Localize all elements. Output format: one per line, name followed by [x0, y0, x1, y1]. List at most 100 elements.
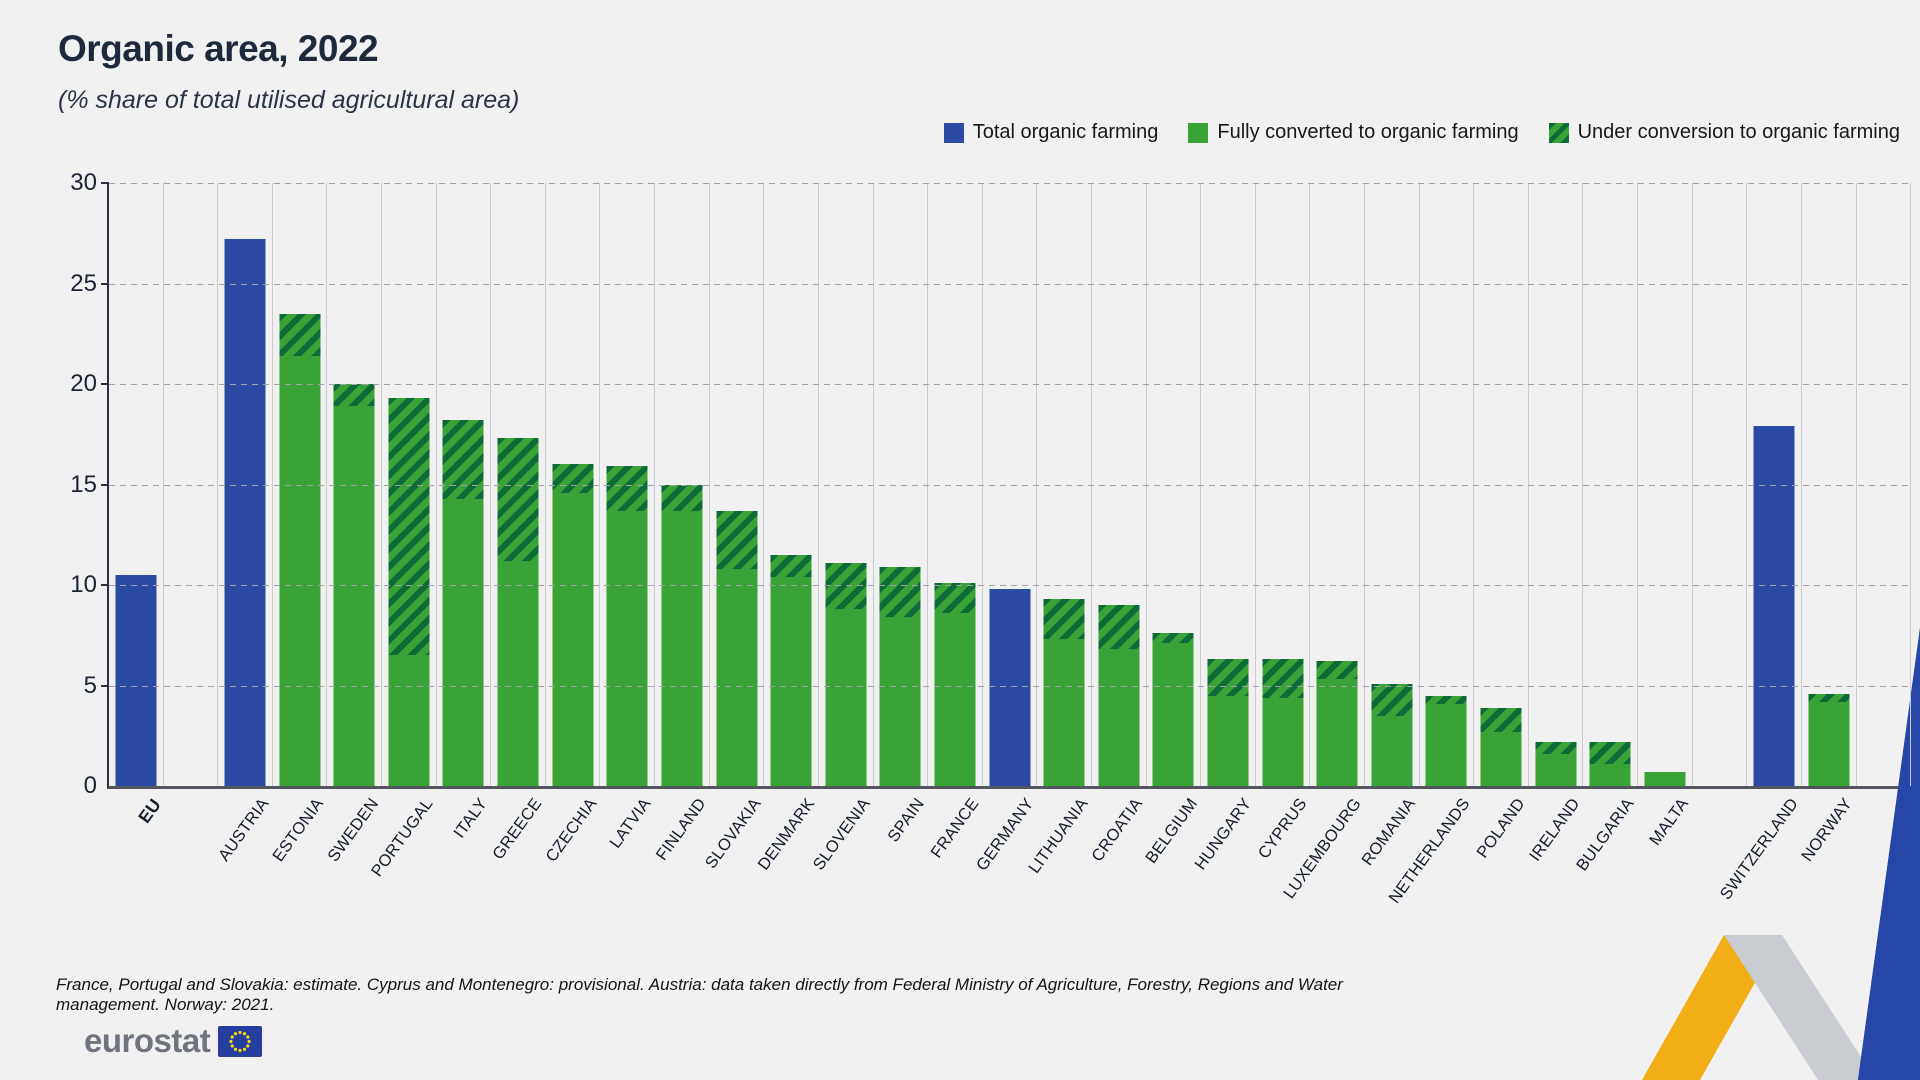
eu-flag-icon — [218, 1025, 263, 1057]
x-axis-label-ireland: IRELAND — [1525, 795, 1584, 865]
bar-bulgaria — [1589, 741, 1631, 786]
legend-item-total: Total organic farming — [943, 121, 1159, 144]
segment-fully-converted — [442, 498, 484, 786]
bar-hungary — [1207, 659, 1249, 786]
legend-label-converted: Fully converted to organic farming — [1217, 121, 1519, 143]
bar-ireland — [1535, 741, 1577, 786]
ribbon-gray-band — [1724, 935, 1876, 1080]
x-axis-label-greece: GREECE — [489, 795, 546, 863]
x-axis-label-poland: POLAND — [1473, 795, 1529, 862]
bar-column-france: FRANCE — [927, 183, 983, 861]
segment-fully-converted — [716, 568, 757, 786]
bar-column-belgium: BELGIUM — [1142, 183, 1202, 867]
segment-under-conversion — [934, 583, 976, 614]
segment-under-conversion — [716, 510, 757, 569]
segment-under-conversion — [388, 398, 430, 656]
x-axis-label-croatia: CROATIA — [1088, 795, 1147, 866]
bar-lithuania — [1043, 599, 1085, 786]
ribbon-yellow-band — [1642, 935, 1782, 1080]
eu-stars — [229, 1030, 251, 1052]
bar-netherlands — [1425, 695, 1467, 786]
bar-denmark — [770, 554, 812, 786]
plot-area: EU AUSTRIA ESTONIA SWEDEN PORTUGAL ITALY GREEC… — [70, 169, 1912, 907]
segment-fully-converted — [1207, 695, 1249, 786]
legend-swatch-green-hatched — [1548, 122, 1569, 143]
bar-column-cyprus: CYPRUS — [1254, 183, 1311, 862]
y-tick-label-25: 25 — [70, 269, 97, 297]
segment-fully-converted — [279, 355, 321, 786]
x-axis-label-latvia: LATVIA — [606, 795, 655, 852]
x-axis-label-slovenia: SLOVENIA — [809, 795, 874, 874]
segment-under-conversion — [333, 384, 375, 407]
segment-fully-converted — [1371, 715, 1413, 786]
segment-under-conversion — [1808, 693, 1850, 702]
x-axis-label-finland: FINLAND — [652, 795, 710, 864]
x-axis-label-italy: ITALY — [450, 795, 492, 842]
bar-finland — [661, 484, 703, 786]
bar-column-austria: AUSTRIA — [215, 183, 273, 865]
bar-column-finland: FINLAND — [653, 183, 710, 864]
y-tick-label-5: 5 — [83, 671, 97, 699]
bar-column-norway: NORWAY — [1799, 183, 1857, 865]
bar-column-germany: GERMANY — [973, 183, 1038, 874]
spacer-column — [1693, 183, 1748, 786]
x-axis-label-eu: EU — [134, 795, 165, 827]
bar-column-romania: ROMANIA — [1359, 183, 1420, 869]
segment-total-organic — [1753, 426, 1795, 786]
bar-slovakia — [716, 510, 757, 786]
y-tick-label-10: 10 — [70, 571, 97, 598]
segment-under-conversion — [497, 438, 539, 561]
segment-under-conversion — [1098, 605, 1140, 650]
bar-malta — [1644, 771, 1686, 786]
legend-label-total: Total organic farming — [972, 121, 1159, 143]
legend-item-converted: Fully converted to organic farming — [1188, 121, 1519, 144]
segment-fully-converted — [825, 609, 867, 786]
bar-column-malta: MALTA — [1638, 183, 1693, 849]
bar-italy — [442, 420, 484, 786]
segment-under-conversion — [1425, 695, 1467, 704]
segment-under-conversion — [1371, 683, 1413, 716]
bar-column-greece: GREECE — [489, 183, 546, 863]
segment-fully-converted — [1589, 763, 1631, 786]
chart-subtitle: (% share of total utilised agricultural … — [58, 86, 520, 114]
segment-fully-converted — [388, 655, 430, 786]
segment-under-conversion — [1152, 633, 1194, 644]
chart-title: Organic area, 2022 — [58, 28, 379, 69]
segment-under-conversion — [770, 554, 812, 577]
bar-latvia — [606, 466, 648, 786]
bar-column-slovenia: SLOVENIA — [809, 183, 874, 874]
x-axis-label-france: FRANCE — [927, 795, 983, 862]
eurostat-logo: eurostat — [84, 1022, 263, 1060]
segment-total-organic — [115, 574, 157, 786]
segment-under-conversion — [1316, 661, 1358, 680]
x-axis-label-sweden: SWEDEN — [323, 795, 382, 866]
y-tick-label-15: 15 — [70, 470, 97, 498]
bar-column-denmark: DENMARK — [755, 183, 819, 873]
x-axis-label-estonia: ESTONIA — [269, 795, 328, 866]
plot-columns: EU AUSTRIA ESTONIA SWEDEN PORTUGAL ITALY GREEC… — [109, 183, 1912, 907]
segment-fully-converted — [1808, 701, 1850, 786]
segment-fully-converted — [606, 510, 648, 786]
bar-austria — [224, 239, 266, 786]
segment-total-organic — [224, 239, 266, 786]
bar-column-eu: EU — [109, 183, 165, 827]
bar-spain — [879, 566, 921, 786]
segment-fully-converted — [770, 576, 812, 786]
x-axis-label-belgium: BELGIUM — [1141, 795, 1201, 867]
segment-fully-converted — [1316, 679, 1358, 786]
bar-column-ireland: IRELAND — [1526, 183, 1584, 865]
segment-fully-converted — [1535, 753, 1577, 786]
x-axis-label-czechia: CZECHIA — [542, 795, 601, 866]
segment-under-conversion — [606, 466, 648, 511]
bar-column-poland: POLAND — [1473, 183, 1529, 861]
spacer-column — [1857, 183, 1912, 786]
segment-under-conversion — [1207, 659, 1249, 696]
x-axis-label-spain: SPAIN — [884, 795, 928, 846]
segment-fully-converted — [879, 617, 921, 786]
segment-under-conversion — [879, 566, 921, 618]
segment-under-conversion — [1480, 707, 1522, 732]
bar-croatia — [1098, 605, 1140, 786]
bar-column-netherlands: NETHERLANDS — [1386, 183, 1475, 907]
legend-swatch-blue — [943, 122, 964, 143]
